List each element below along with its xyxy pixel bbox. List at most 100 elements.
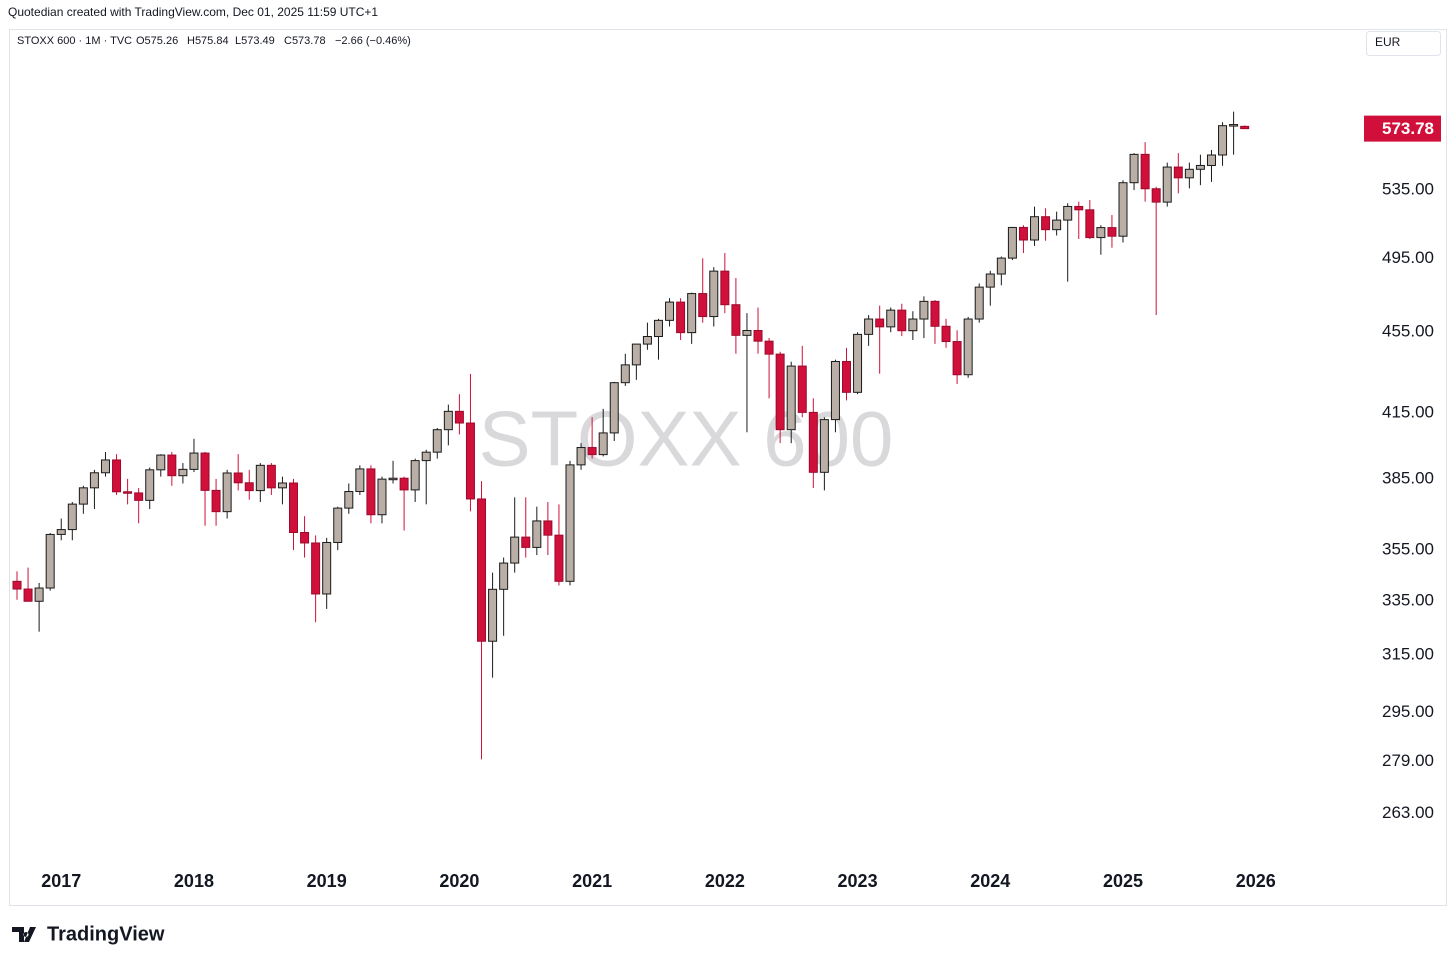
candle-body	[1229, 124, 1239, 127]
legend-symbol: STOXX 600 · 1M · TVC	[17, 35, 132, 47]
candle-body	[687, 293, 697, 334]
candle-body	[974, 286, 984, 320]
candle-body	[720, 270, 730, 306]
legend-high: H575.84	[187, 35, 229, 47]
brand-logo	[12, 927, 36, 942]
candle-body	[786, 365, 796, 431]
brand: TradingView	[47, 923, 165, 945]
candle-body	[454, 410, 464, 424]
y-tick-label: 495.00	[1382, 248, 1434, 267]
candle-body	[432, 429, 442, 453]
legend-open: O575.26	[136, 35, 178, 47]
candle-body	[45, 533, 55, 589]
y-tick-label: 279.00	[1382, 751, 1434, 770]
candle-body	[532, 520, 542, 548]
legend-low: L573.49	[235, 35, 275, 47]
candle-body	[23, 588, 33, 602]
y-tick-label: 355.00	[1382, 540, 1434, 559]
candle-body	[731, 304, 741, 336]
x-tick-label: 2023	[838, 871, 878, 891]
candle-body	[753, 330, 763, 342]
candle-body	[1063, 205, 1073, 221]
candle-body	[565, 464, 575, 582]
y-tick-label: 315.00	[1382, 645, 1434, 664]
candle-body	[200, 452, 210, 491]
candle-body	[178, 468, 188, 477]
candle-body	[853, 333, 863, 393]
candle-body	[908, 318, 918, 332]
chart-frame	[9, 29, 1447, 906]
candle-body	[543, 520, 553, 536]
candle-body	[255, 464, 265, 492]
candle-body	[399, 477, 409, 491]
candle-body	[1240, 125, 1250, 130]
candle-body	[653, 319, 663, 337]
candle-body	[443, 410, 453, 431]
candle-body	[775, 353, 785, 431]
candle-body	[156, 454, 166, 471]
candle-body	[322, 541, 332, 595]
x-tick-label: 2018	[174, 871, 214, 891]
y-tick-label: 385.00	[1382, 468, 1434, 487]
candle-body	[897, 309, 907, 332]
x-tick-label: 2019	[307, 871, 347, 891]
candle-body	[78, 487, 88, 505]
candle-body	[311, 542, 321, 595]
candle-body	[919, 300, 929, 320]
candle-body	[930, 300, 940, 327]
candle-body	[189, 452, 199, 470]
candle-body	[100, 459, 110, 474]
last-price-box	[1364, 115, 1441, 142]
candle-body	[1074, 205, 1084, 211]
candle-body	[134, 492, 144, 501]
candle-body	[1007, 226, 1017, 259]
candle-body	[620, 364, 630, 384]
candle-body	[1030, 216, 1040, 241]
y-tick-label: 535.00	[1382, 180, 1434, 199]
candles	[12, 111, 1250, 760]
candle-body	[1162, 166, 1172, 203]
y-tick-label: 455.00	[1382, 322, 1434, 341]
candle-body	[554, 534, 564, 582]
y-tick-label: 335.00	[1382, 591, 1434, 610]
candle-body	[830, 360, 840, 421]
candle-body	[67, 503, 77, 531]
x-tick-label: 2024	[970, 871, 1010, 891]
candle-body	[333, 507, 343, 543]
candle-body	[145, 469, 155, 501]
legend: STOXX 600 · 1M · TVC O575.26 H575.84 L57…	[17, 35, 411, 47]
candle-body	[1096, 227, 1106, 239]
candle-body	[211, 489, 221, 513]
candle-body	[1085, 209, 1095, 239]
attribution: Quotedian created with TradingView.com, …	[8, 5, 378, 19]
legend-change: −2.66 (−0.46%)	[335, 35, 411, 47]
candle-body	[300, 531, 310, 544]
candle-body	[233, 472, 243, 484]
x-tick-label: 2017	[41, 871, 81, 891]
candle-body	[642, 335, 652, 345]
candle-body	[465, 422, 475, 500]
candle-body	[808, 411, 818, 473]
candle-body	[742, 330, 752, 336]
currency: EUR	[1375, 35, 1401, 49]
candle-body	[1218, 125, 1228, 156]
candle-body	[1041, 216, 1051, 231]
candle-body	[222, 472, 232, 513]
x-tick-label: 2020	[439, 871, 479, 891]
candle-body	[488, 588, 498, 642]
last-price-label: 573.78	[1382, 119, 1434, 138]
x-tick-label: 2026	[1236, 871, 1276, 891]
candle-body	[576, 447, 586, 466]
candle-body	[366, 468, 376, 516]
candle-body	[587, 447, 597, 456]
candle-body	[89, 472, 99, 489]
candle-body	[277, 482, 287, 489]
currency-box[interactable]	[1366, 31, 1441, 56]
candle-body	[598, 432, 608, 456]
candle-body	[521, 536, 531, 548]
x-tick-label: 2022	[705, 871, 745, 891]
candle-body	[797, 365, 807, 413]
candle-body	[609, 382, 619, 434]
